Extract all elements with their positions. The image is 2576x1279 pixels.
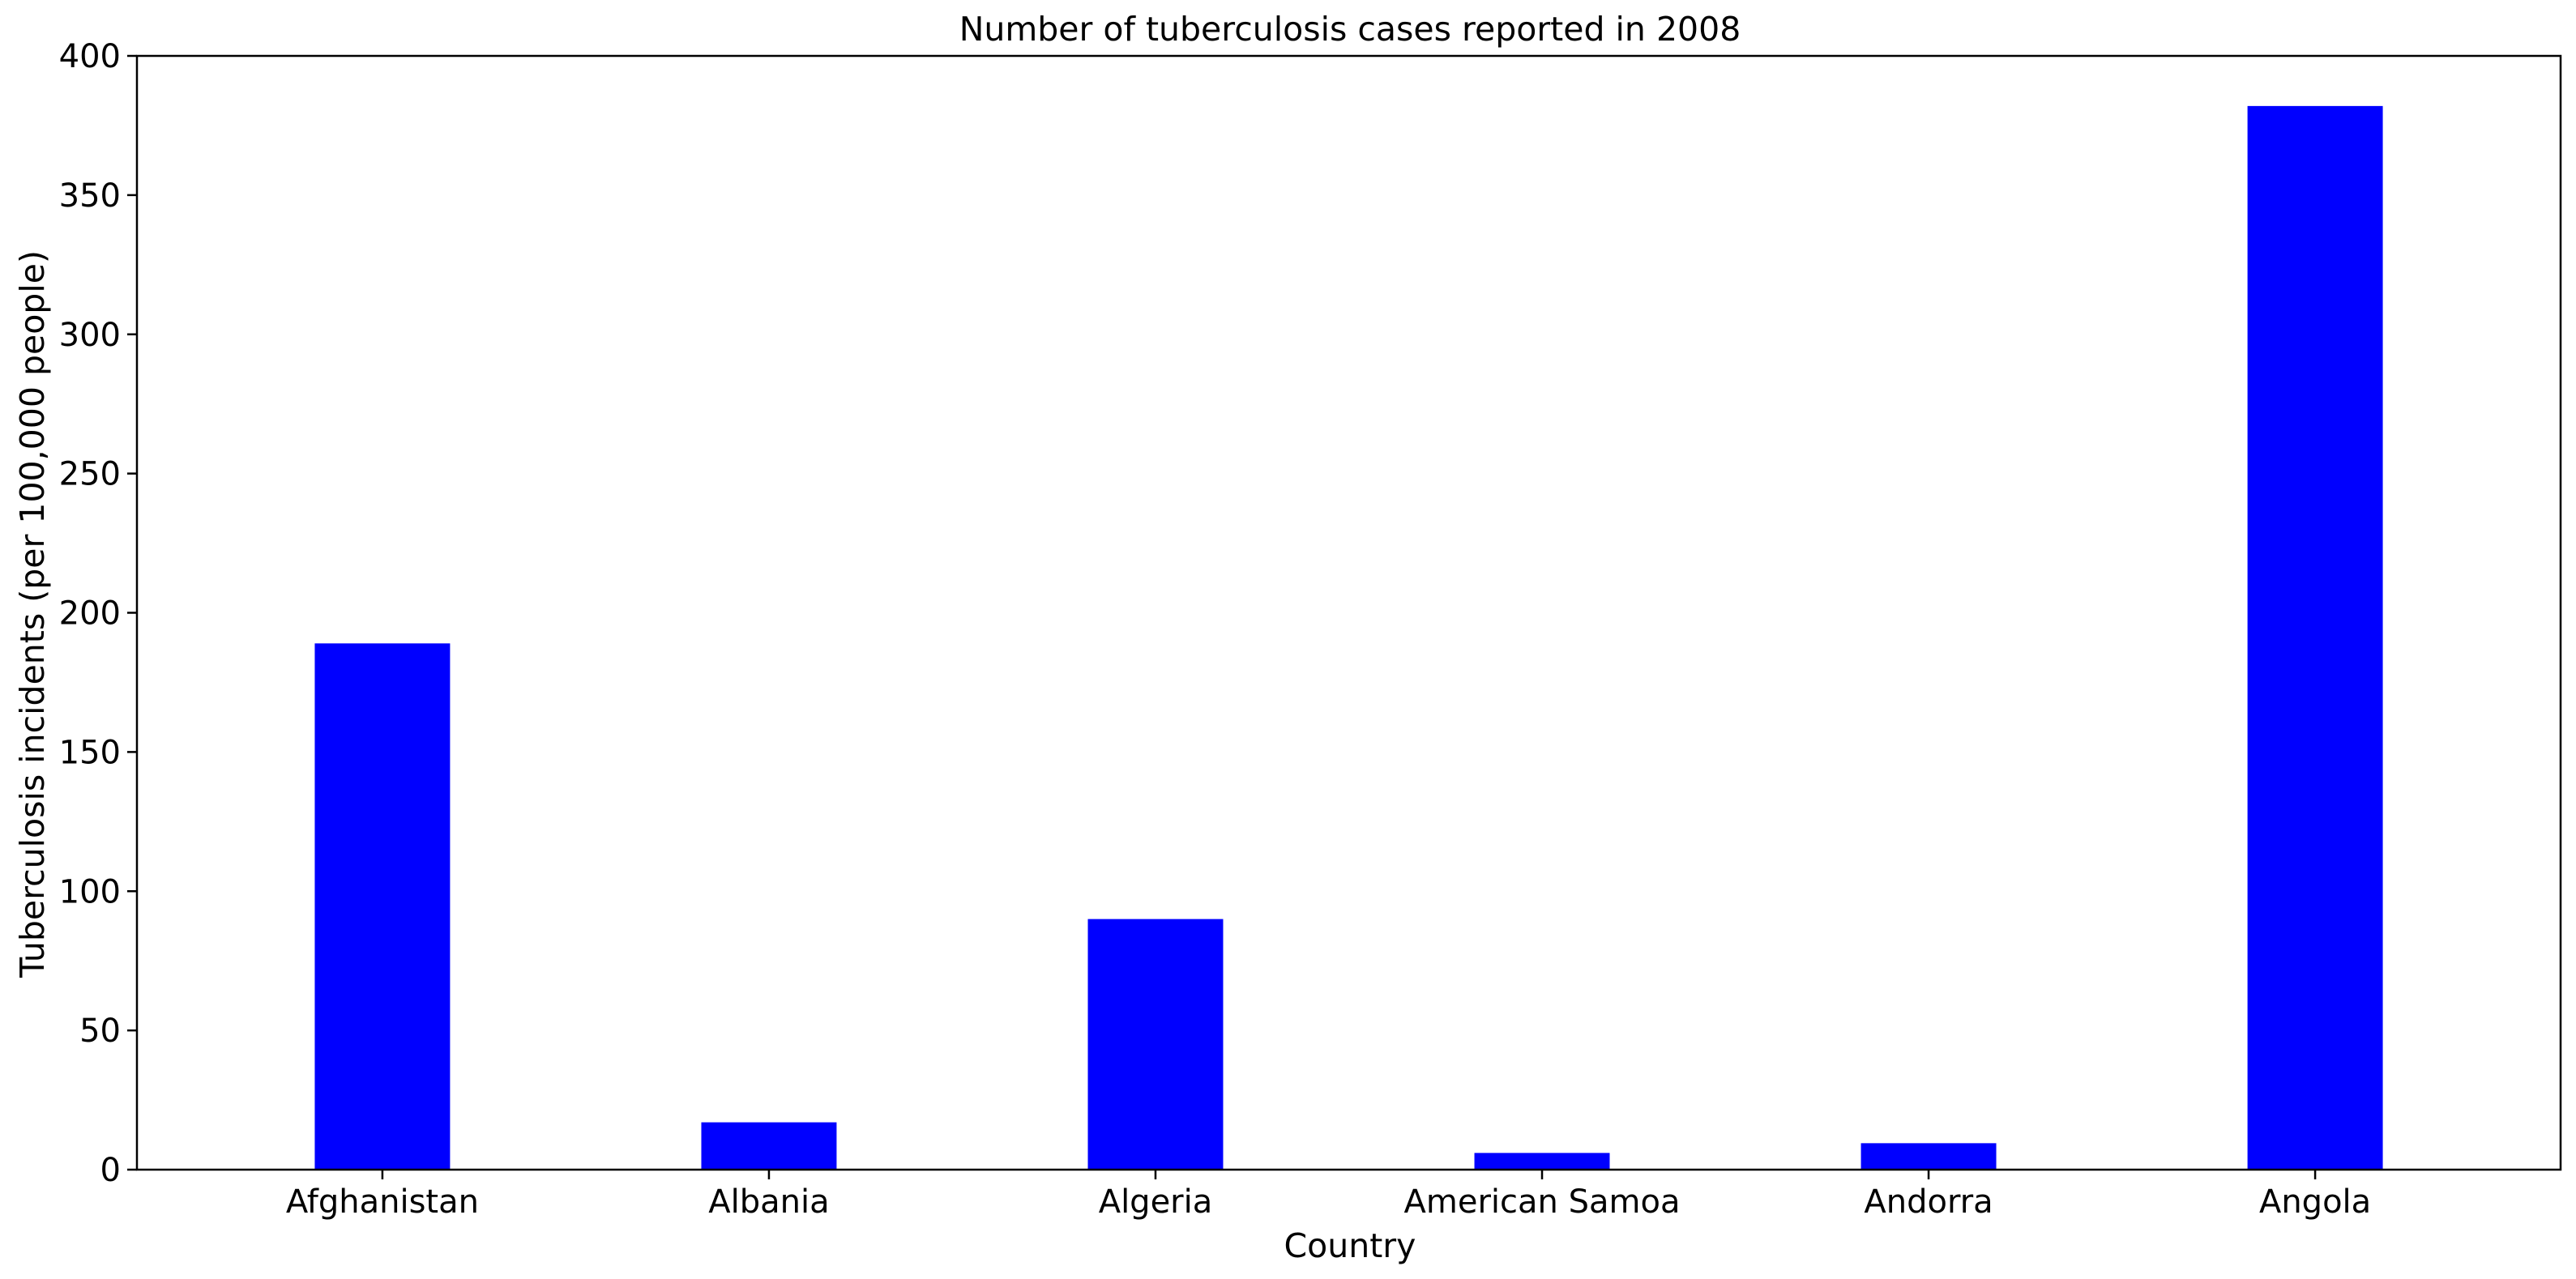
x-tick-label: American Samoa	[1404, 1183, 1681, 1221]
y-tick-label: 150	[59, 734, 121, 771]
bar-american-samoa	[1474, 1153, 1610, 1170]
y-tick-label: 250	[59, 456, 121, 493]
x-axis-label: Country	[1284, 1226, 1416, 1265]
y-tick-label: 0	[100, 1152, 121, 1189]
bars-group	[314, 105, 2383, 1170]
x-tick-label: Algeria	[1099, 1183, 1213, 1221]
bar-algeria	[1087, 919, 1224, 1170]
x-tick-label: Andorra	[1864, 1183, 1993, 1221]
y-tick-label: 200	[59, 595, 121, 633]
chart-title: Number of tuberculosis cases reported in…	[959, 10, 1741, 49]
y-axis-label: Tuberculosis incidents (per 100,000 peop…	[13, 250, 52, 978]
x-axis: Afghanistan Albania Algeria American Samoa A…	[286, 1170, 2371, 1221]
y-axis: 0 50 100 150 200 250 300 350 400	[59, 38, 137, 1189]
y-tick-label: 400	[59, 38, 121, 75]
x-tick-label: Angola	[2259, 1183, 2371, 1221]
bar-angola	[2247, 105, 2383, 1170]
x-tick-label: Albania	[708, 1183, 829, 1221]
y-tick-label: 100	[59, 873, 121, 910]
x-tick-label: Afghanistan	[286, 1183, 479, 1221]
y-tick-label: 50	[79, 1013, 121, 1050]
y-tick-label: 350	[59, 177, 121, 215]
bar-afghanistan	[314, 643, 451, 1170]
plot-frame	[135, 54, 2562, 1171]
y-tick-label: 300	[59, 317, 121, 354]
bar-andorra	[1860, 1143, 1997, 1170]
bar-albania	[701, 1122, 837, 1170]
